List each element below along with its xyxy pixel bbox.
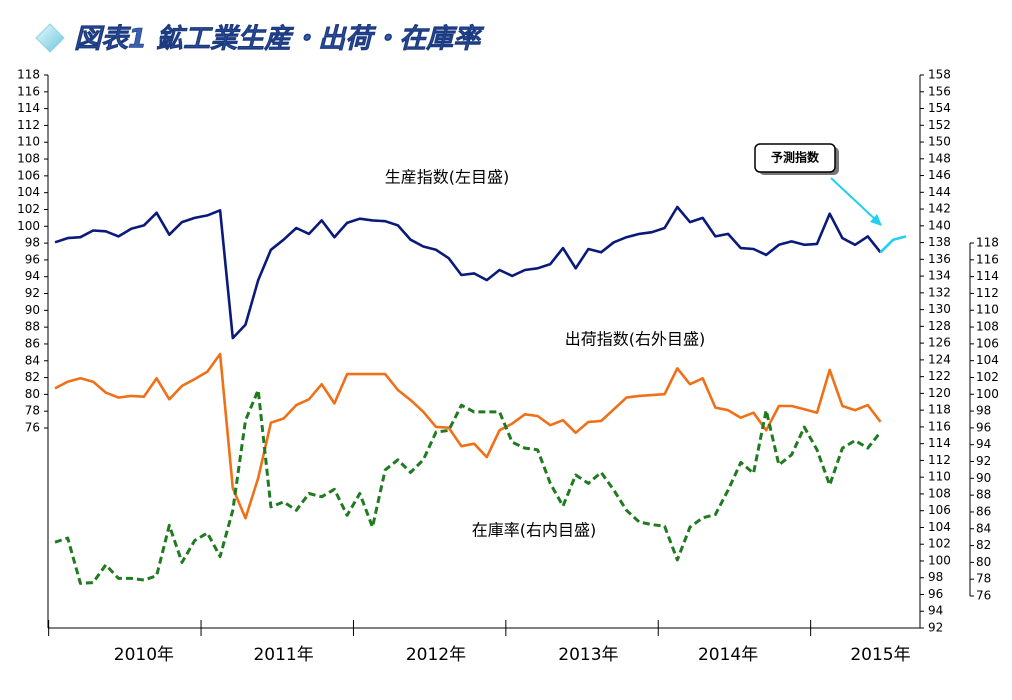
title-icon bbox=[35, 23, 65, 53]
y2-tick-label: 116 bbox=[928, 419, 951, 433]
y3-tick-label: 84 bbox=[976, 521, 991, 535]
callout-box bbox=[754, 143, 836, 173]
y-tick-label: 88 bbox=[25, 320, 40, 334]
x-tick-label: 2012年 bbox=[406, 645, 466, 665]
y-tick-label: 118 bbox=[17, 68, 40, 82]
y2-tick-label: 138 bbox=[928, 235, 951, 249]
x-tick-label: 2015年 bbox=[850, 645, 910, 665]
series-line bbox=[879, 235, 907, 254]
x-tick-label: 2011年 bbox=[253, 645, 313, 665]
y2-tick-label: 108 bbox=[928, 486, 951, 500]
y2-tick-label: 110 bbox=[928, 470, 951, 484]
y3-tick-label: 110 bbox=[976, 303, 999, 317]
y-tick-label: 98 bbox=[25, 236, 40, 250]
y-tick-label: 82 bbox=[25, 370, 40, 384]
series-line bbox=[54, 205, 882, 340]
y2-tick-label: 126 bbox=[928, 336, 951, 350]
y3-tick-label: 90 bbox=[976, 471, 991, 485]
y-tick-label: 78 bbox=[25, 404, 40, 418]
y2-tick-label: 106 bbox=[928, 503, 951, 517]
series-label: 生産指数(左目盛) bbox=[385, 168, 510, 187]
y3-tick-label: 88 bbox=[976, 488, 991, 502]
y-tick-label: 114 bbox=[17, 101, 40, 115]
y3-tick-label: 96 bbox=[976, 420, 991, 434]
callout-arrow bbox=[830, 177, 879, 223]
y-tick-label: 102 bbox=[17, 202, 40, 216]
series-label: 在庫率(右内目盛) bbox=[472, 521, 597, 540]
y2-tick-label: 154 bbox=[928, 101, 951, 115]
y3-tick-label: 108 bbox=[976, 320, 999, 334]
series-label: 出荷指数(右外目盛) bbox=[565, 330, 706, 349]
y2-tick-label: 122 bbox=[928, 369, 951, 383]
y2-tick-label: 92 bbox=[928, 621, 943, 635]
y-tick-label: 112 bbox=[17, 118, 40, 132]
y3-tick-label: 114 bbox=[976, 269, 999, 283]
y3-tick-label: 94 bbox=[976, 437, 991, 451]
y2-tick-label: 134 bbox=[928, 269, 951, 283]
y2-tick-label: 114 bbox=[928, 436, 951, 450]
y3-tick-label: 100 bbox=[976, 387, 999, 401]
y3-tick-label: 86 bbox=[976, 504, 991, 518]
y3-tick-label: 118 bbox=[976, 236, 999, 250]
y3-tick-label: 116 bbox=[976, 252, 999, 266]
y2-tick-label: 152 bbox=[928, 118, 951, 132]
y3-tick-label: 82 bbox=[976, 538, 991, 552]
series-label: 予測指数 bbox=[771, 150, 820, 165]
y2-tick-label: 96 bbox=[928, 587, 943, 601]
y-tick-label: 116 bbox=[17, 84, 40, 98]
y2-tick-label: 158 bbox=[928, 68, 951, 82]
y2-tick-label: 128 bbox=[928, 319, 951, 333]
y2-tick-label: 104 bbox=[928, 520, 951, 534]
y2-tick-label: 98 bbox=[928, 570, 943, 584]
y2-tick-label: 132 bbox=[928, 285, 951, 299]
y-tick-label: 90 bbox=[25, 303, 40, 317]
y2-tick-label: 142 bbox=[928, 202, 951, 216]
x-tick-label: 2013年 bbox=[558, 645, 618, 665]
y-tick-label: 96 bbox=[25, 252, 40, 266]
y2-tick-label: 148 bbox=[928, 151, 951, 165]
y3-tick-label: 80 bbox=[976, 555, 991, 569]
y3-tick-label: 92 bbox=[976, 454, 991, 468]
chart-title: 図表1 鉱工業生産・出荷・在庫率 bbox=[74, 24, 485, 55]
y3-tick-label: 98 bbox=[976, 404, 991, 418]
y3-tick-label: 102 bbox=[976, 370, 999, 384]
y2-tick-label: 144 bbox=[928, 185, 951, 199]
series-line bbox=[54, 388, 882, 585]
x-tick-label: 2014年 bbox=[698, 645, 758, 665]
y3-tick-label: 106 bbox=[976, 336, 999, 350]
y-tick-label: 106 bbox=[17, 168, 40, 182]
y2-tick-label: 94 bbox=[928, 604, 943, 618]
y2-tick-label: 140 bbox=[928, 218, 951, 232]
y-tick-label: 84 bbox=[25, 353, 40, 367]
y-tick-label: 80 bbox=[25, 387, 40, 401]
y2-tick-label: 100 bbox=[928, 553, 951, 567]
y-tick-label: 110 bbox=[17, 135, 40, 149]
y-tick-label: 92 bbox=[25, 286, 40, 300]
y-tick-label: 86 bbox=[25, 336, 40, 350]
y3-tick-label: 78 bbox=[976, 572, 991, 586]
y3-tick-label: 76 bbox=[976, 589, 991, 603]
y-tick-label: 104 bbox=[17, 185, 40, 199]
y-tick-label: 108 bbox=[17, 152, 40, 166]
y2-tick-label: 102 bbox=[928, 537, 951, 551]
y3-tick-label: 112 bbox=[976, 286, 999, 300]
series-line bbox=[54, 352, 882, 520]
y2-tick-label: 120 bbox=[928, 386, 951, 400]
y-tick-label: 100 bbox=[17, 219, 40, 233]
y2-tick-label: 146 bbox=[928, 168, 951, 182]
y-tick-label: 94 bbox=[25, 269, 40, 283]
y2-tick-label: 112 bbox=[928, 453, 951, 467]
y3-tick-label: 104 bbox=[976, 353, 999, 367]
y2-tick-label: 136 bbox=[928, 252, 951, 266]
y2-tick-label: 130 bbox=[928, 302, 951, 316]
y2-tick-label: 156 bbox=[928, 84, 951, 98]
callout-arrowhead bbox=[870, 214, 882, 226]
y2-tick-label: 124 bbox=[928, 352, 951, 366]
x-tick-label: 2010年 bbox=[114, 645, 174, 665]
y2-tick-label: 118 bbox=[928, 403, 951, 417]
y2-tick-label: 150 bbox=[928, 135, 951, 149]
y-tick-label: 76 bbox=[25, 421, 40, 435]
